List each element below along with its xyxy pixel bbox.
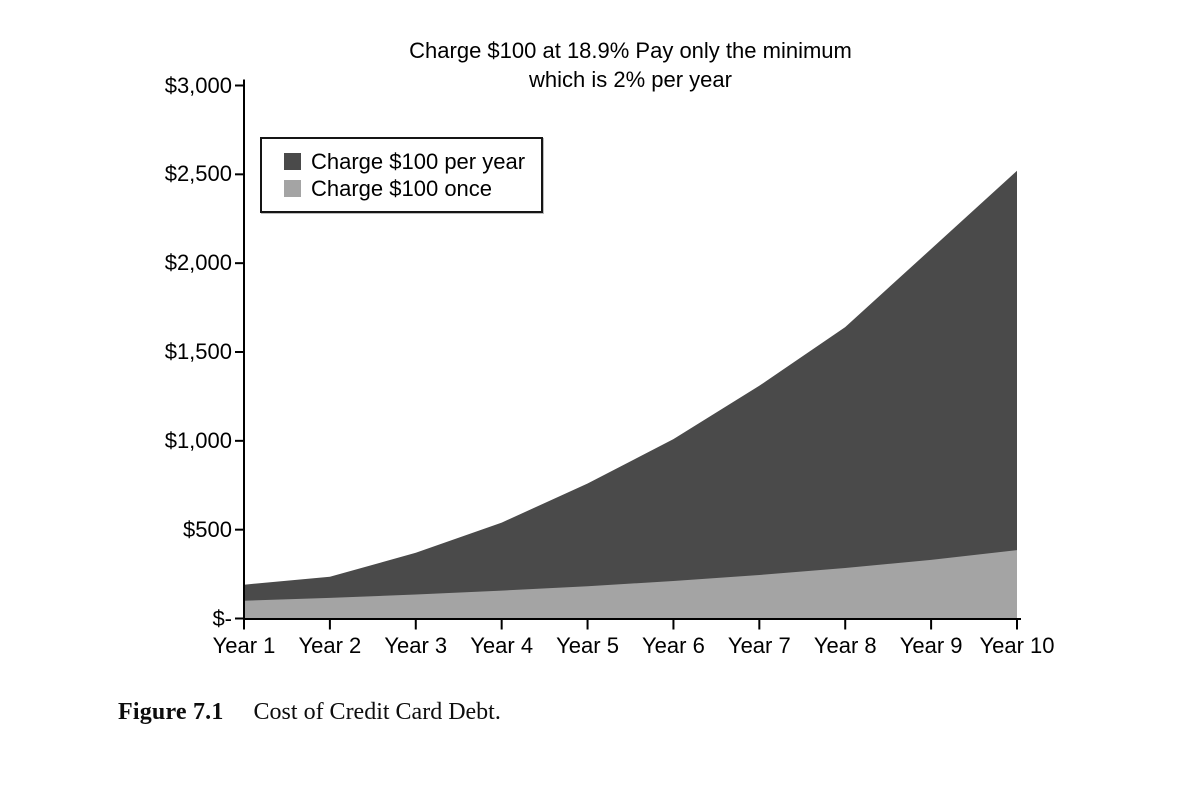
y-axis-tick-label: $1,500 xyxy=(164,339,232,364)
chart-title: Charge $100 at 18.9% Pay only the minimu… xyxy=(244,36,1017,94)
legend-swatch-light-icon xyxy=(284,180,301,197)
y-axis-tick-label: $1,000 xyxy=(164,427,232,453)
x-axis-tick-label: Year 1 xyxy=(212,633,276,658)
x-axis-tick-label: Year 3 xyxy=(384,633,448,658)
area-series-charge-once xyxy=(244,550,1017,619)
legend-item-charge-per-year: Charge $100 per year xyxy=(284,148,525,175)
figure-caption: Figure 7.1 Cost of Credit Card Debt. xyxy=(118,699,501,726)
x-axis-tick-label: Year 10 xyxy=(979,633,1055,658)
legend-label-charge-once: Charge $100 once xyxy=(311,176,493,201)
legend-item-charge-once: Charge $100 once xyxy=(284,175,525,202)
y-axis-tick-label: $- xyxy=(212,605,232,631)
chart-title-line-1: Charge $100 at 18.9% Pay only the minimu… xyxy=(409,38,852,63)
x-axis-tick-label: Year 7 xyxy=(727,633,791,658)
chart-title-line-2: which is 2% per year xyxy=(529,67,732,92)
legend-swatch-dark-icon xyxy=(284,153,301,170)
x-axis-tick-label: Year 8 xyxy=(813,633,877,658)
figure-caption-number: Figure 7.1 xyxy=(118,699,224,725)
y-axis-tick-label: $2,000 xyxy=(164,250,232,276)
y-axis-tick-label: $500 xyxy=(183,516,232,542)
area-series-charge-per-year xyxy=(244,170,1017,619)
chart-legend: Charge $100 per year Charge $100 once xyxy=(260,137,544,213)
y-axis-tick-label: $3,000 xyxy=(164,72,232,98)
x-axis-tick-label: Year 6 xyxy=(642,633,705,658)
x-axis-tick-label: Year 4 xyxy=(470,633,534,658)
y-axis-tick-label: $2,500 xyxy=(164,161,232,187)
x-axis-tick-label: Year 9 xyxy=(899,633,963,658)
x-axis-tick-label: Year 5 xyxy=(556,633,619,658)
figure-caption-text: Cost of Credit Card Debt. xyxy=(253,699,501,725)
x-axis-tick-label: Year 2 xyxy=(298,633,362,658)
legend-label-charge-per-year: Charge $100 per year xyxy=(311,149,526,174)
